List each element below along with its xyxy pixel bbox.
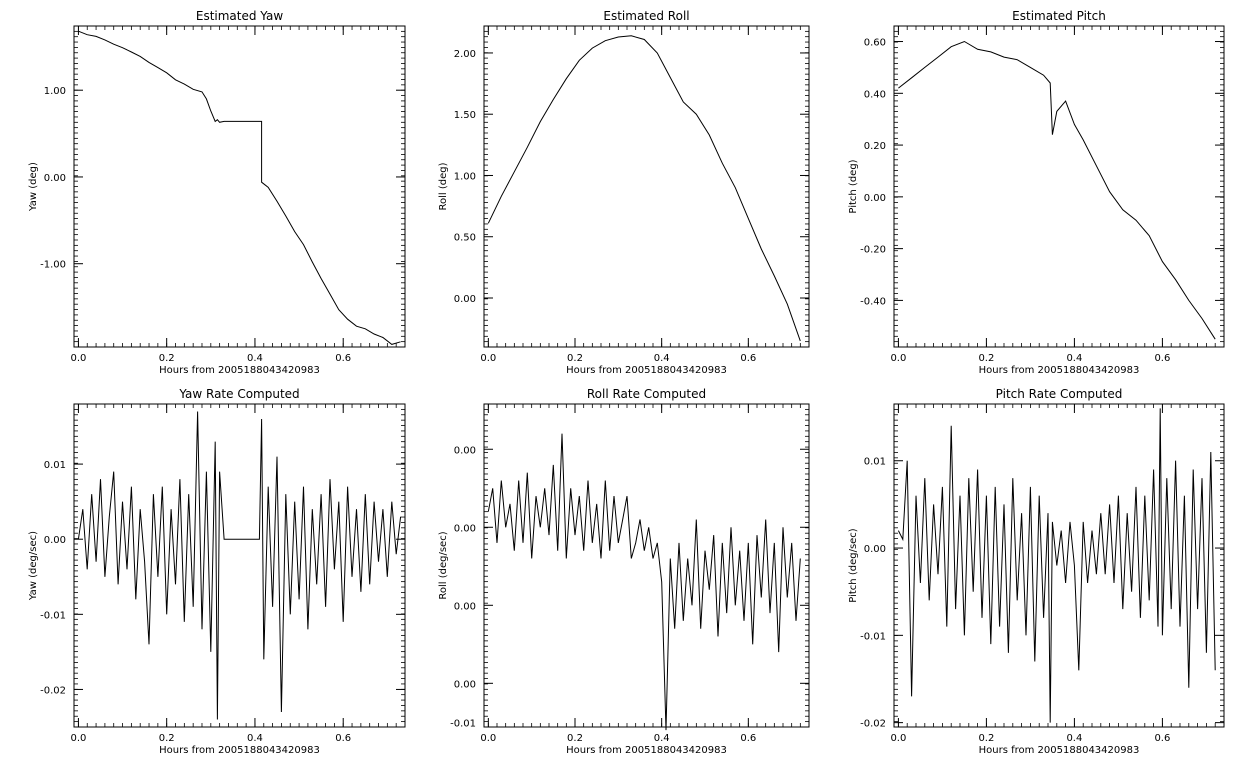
y-tick-label: 0.00 bbox=[864, 544, 886, 555]
y-axis-label: Yaw (deg/sec) bbox=[28, 531, 39, 601]
plot-frame bbox=[483, 403, 810, 728]
x-axis-label: Hours from 2005188043420983 bbox=[979, 365, 1140, 376]
x-tick-label: 0.0 bbox=[70, 733, 86, 744]
x-tick-label: 0.0 bbox=[480, 733, 496, 744]
y-tick-label: 2.00 bbox=[454, 49, 476, 60]
y-axis-label: Roll (deg/sec) bbox=[438, 531, 449, 599]
x-tick-label: 0.2 bbox=[978, 733, 994, 744]
plot-frame bbox=[73, 403, 406, 728]
y-tick-label: 0.00 bbox=[44, 535, 66, 546]
x-axis-label: Hours from 2005188043420983 bbox=[566, 365, 727, 376]
x-axis-label: Hours from 2005188043420983 bbox=[159, 365, 320, 376]
y-axis-label: Pitch (deg) bbox=[848, 159, 859, 213]
series-line-pitch bbox=[898, 40, 1216, 340]
minor-ticks bbox=[894, 25, 1225, 348]
x-tick-label: 0.6 bbox=[335, 733, 351, 744]
chart-title: Yaw Rate Computed bbox=[178, 387, 299, 401]
minor-ticks bbox=[74, 403, 406, 728]
x-tick-label: 0.0 bbox=[890, 353, 906, 364]
minor-ticks bbox=[484, 403, 810, 728]
minor-ticks bbox=[74, 25, 406, 348]
series-line-yaw-rate bbox=[77, 411, 402, 720]
y-tick-label: -0.40 bbox=[860, 296, 886, 307]
x-tick-label: 0.6 bbox=[740, 733, 756, 744]
x-axis-label: Hours from 2005188043420983 bbox=[979, 745, 1140, 756]
chart-pitch-rate: 0.0 0.2 0.4 0.6 0.01 0.00 -0.01 -0.02 Pitch Rate… bbox=[848, 387, 1225, 756]
y-tick-label: -1.00 bbox=[40, 260, 66, 271]
y-tick-label: 0.50 bbox=[454, 233, 476, 244]
y-tick-label: 0.00 bbox=[864, 193, 886, 204]
x-tick-label: 0.6 bbox=[335, 353, 351, 364]
y-tick-label: 1.00 bbox=[44, 86, 66, 97]
y-axis-label: Roll (deg) bbox=[438, 162, 449, 210]
x-axis-label: Hours from 2005188043420983 bbox=[566, 745, 727, 756]
y-tick-label: 0.00 bbox=[454, 445, 476, 456]
x-tick-label: 0.4 bbox=[247, 353, 263, 364]
y-tick-label: -0.01 bbox=[860, 631, 886, 642]
x-tick-label: 0.2 bbox=[159, 733, 175, 744]
y-tick-label: -0.02 bbox=[40, 685, 66, 696]
y-tick-label: -0.01 bbox=[40, 610, 66, 621]
plot-frame bbox=[73, 25, 406, 348]
y-tick-label: 0.01 bbox=[864, 457, 886, 468]
y-tick-label: 0.20 bbox=[864, 141, 886, 152]
chart-title: Pitch Rate Computed bbox=[996, 387, 1123, 401]
y-tick-label: 0.00 bbox=[454, 523, 476, 534]
series-line-yaw bbox=[78, 30, 401, 345]
y-tick-label: -0.01 bbox=[450, 718, 476, 729]
x-tick-label: 0.6 bbox=[1154, 353, 1170, 364]
series-line-pitch-rate bbox=[897, 408, 1216, 723]
y-tick-label: 0.00 bbox=[454, 679, 476, 690]
chart-title: Estimated Pitch bbox=[1012, 9, 1106, 23]
y-tick-label: -0.02 bbox=[860, 719, 886, 730]
y-axis-label: Pitch (deg/sec) bbox=[848, 528, 859, 603]
y-tick-label: 0.01 bbox=[44, 460, 66, 471]
x-tick-label: 0.4 bbox=[1066, 353, 1082, 364]
series-line-roll bbox=[487, 35, 801, 342]
plot-frame bbox=[483, 25, 810, 348]
minor-ticks bbox=[894, 403, 1225, 728]
y-tick-label: 0.00 bbox=[454, 601, 476, 612]
x-tick-label: 0.4 bbox=[1066, 733, 1082, 744]
x-tick-label: 0.4 bbox=[247, 733, 263, 744]
plot-frame bbox=[893, 403, 1225, 728]
x-axis-label: Hours from 2005188043420983 bbox=[159, 745, 320, 756]
chart-title: Estimated Roll bbox=[603, 9, 689, 23]
y-tick-label: 1.00 bbox=[454, 171, 476, 182]
x-tick-label: 0.0 bbox=[890, 733, 906, 744]
x-tick-label: 0.0 bbox=[70, 353, 86, 364]
plot-frame bbox=[893, 25, 1225, 348]
x-tick-label: 0.2 bbox=[567, 353, 583, 364]
chart-title: Estimated Yaw bbox=[196, 9, 283, 23]
chart-title: Roll Rate Computed bbox=[587, 387, 706, 401]
y-tick-label: 0.00 bbox=[44, 173, 66, 184]
chart-roll: 0.0 0.2 0.4 0.6 2.00 1.50 1.00 0.50 0.00 Estimate… bbox=[438, 9, 810, 376]
x-tick-label: 0.2 bbox=[567, 733, 583, 744]
y-tick-label: 1.50 bbox=[454, 110, 476, 121]
x-tick-label: 0.0 bbox=[480, 353, 496, 364]
chart-pitch: 0.0 0.2 0.4 0.6 0.60 0.40 0.20 0.00 -0.20 -0.40 Es… bbox=[848, 9, 1225, 376]
minor-ticks bbox=[484, 25, 810, 348]
chart-yaw-rate: 0.0 0.2 0.4 0.6 0.01 0.00 -0.01 -0.02 Yaw Rate C… bbox=[28, 387, 406, 756]
chart-roll-rate: 0.0 0.2 0.4 0.6 0.00 0.00 0.00 0.00 -0.01 Roll Ra… bbox=[438, 387, 810, 756]
y-tick-label: 0.60 bbox=[864, 38, 886, 49]
x-tick-label: 0.2 bbox=[978, 353, 994, 364]
x-tick-label: 0.2 bbox=[159, 353, 175, 364]
y-axis-label: Yaw (deg) bbox=[28, 162, 39, 212]
y-tick-label: 0.00 bbox=[454, 294, 476, 305]
chart-yaw: 0.0 0.2 0.4 0.6 1.00 0.00 -1.00 Estimated Yaw Ho… bbox=[28, 9, 406, 376]
x-tick-label: 0.6 bbox=[1154, 733, 1170, 744]
x-tick-label: 0.4 bbox=[654, 353, 670, 364]
y-tick-label: 0.40 bbox=[864, 89, 886, 100]
x-tick-label: 0.4 bbox=[654, 733, 670, 744]
x-tick-label: 0.6 bbox=[740, 353, 756, 364]
y-tick-label: -0.20 bbox=[860, 245, 886, 256]
series-line-roll-rate bbox=[487, 433, 801, 731]
